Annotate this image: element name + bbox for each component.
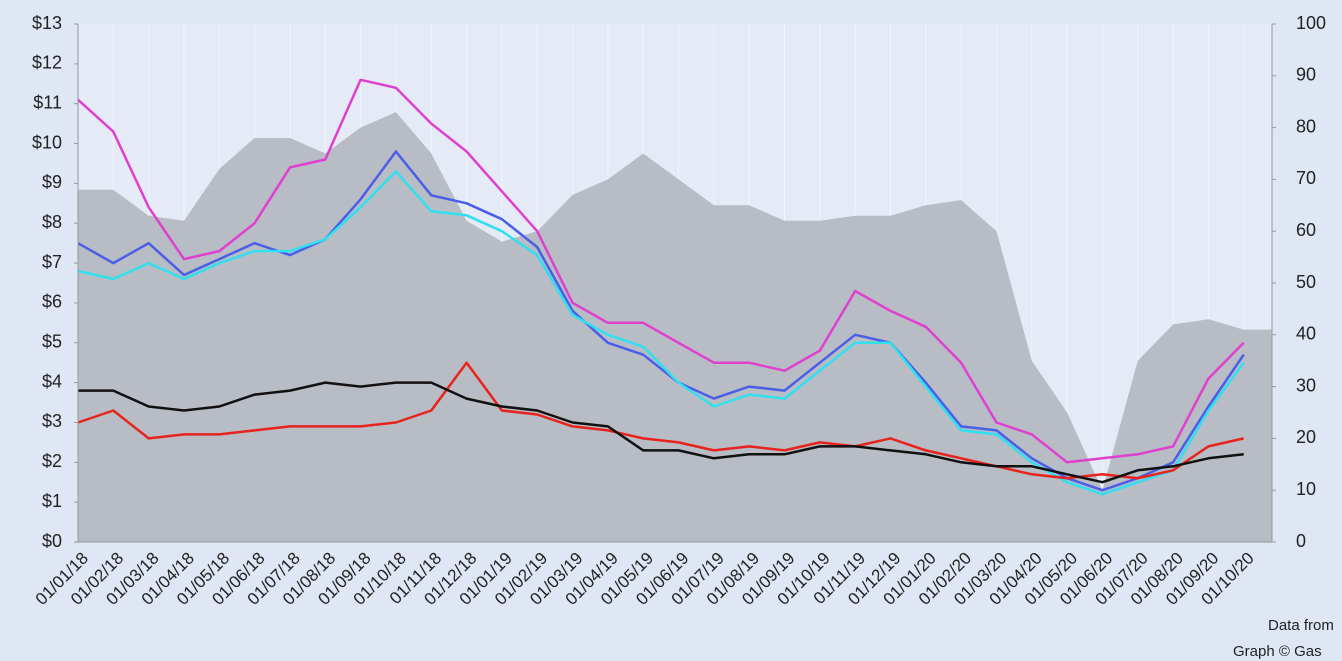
y-tick-label: $9 <box>42 172 62 192</box>
y-tick-label: $12 <box>32 53 62 73</box>
y2-tick-label: 90 <box>1296 65 1316 85</box>
line <box>78 381 1244 484</box>
y-tick-label: $1 <box>42 491 62 511</box>
source-note: Data from <box>1268 617 1334 634</box>
y2-tick-label: 70 <box>1296 168 1316 188</box>
y-tick-label: $10 <box>32 132 62 152</box>
line <box>77 170 1245 496</box>
y-tick-label: $5 <box>42 332 62 352</box>
y2-tick-label: 10 <box>1296 479 1316 499</box>
y-tick-label: $8 <box>42 212 62 232</box>
y2-tick-label: 60 <box>1296 220 1316 240</box>
y2-tick-label: 50 <box>1296 272 1316 292</box>
y-tick-label: $2 <box>42 451 62 471</box>
credit-note: Graph © Gas <box>1233 643 1322 660</box>
area <box>78 112 1272 542</box>
y-tick-label: $0 <box>42 531 62 551</box>
y-tick-label: $13 <box>32 13 62 33</box>
y2-tick-label: 20 <box>1296 427 1316 447</box>
y-tick-label: $4 <box>42 371 62 391</box>
y-tick-label: $11 <box>33 92 62 112</box>
y2-tick-label: 100 <box>1296 13 1326 33</box>
y2-tick-label: 80 <box>1296 116 1316 136</box>
line <box>77 150 1245 492</box>
y-tick-label: $6 <box>42 292 62 312</box>
line <box>77 361 1244 480</box>
y2-tick-label: 40 <box>1296 324 1316 344</box>
y-tick-label: $7 <box>42 252 62 272</box>
y-tick-label: $3 <box>42 411 62 431</box>
line <box>77 78 1245 464</box>
y2-tick-label: 0 <box>1296 531 1306 551</box>
y2-tick-label: 30 <box>1296 375 1316 395</box>
